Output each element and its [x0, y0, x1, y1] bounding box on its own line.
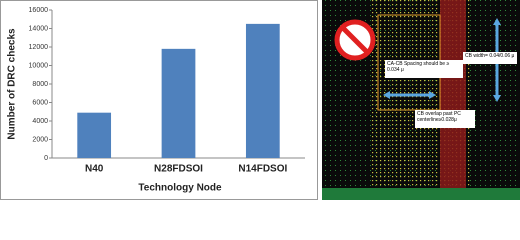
note-box: CB overlap past PC centerline≥0.028μ: [415, 110, 475, 128]
x-axis-label: Technology Node: [138, 183, 222, 194]
x-tick-label: N28FDSOI: [154, 164, 203, 175]
note-box: CA-CB Spacing should be ≥ 0.034 μ: [385, 60, 463, 78]
note-box: CB width= 0.04/0.06 μ: [463, 52, 517, 64]
arrow-head: [493, 18, 501, 25]
page: Number of DRC checks Technology Node 0 20…: [0, 0, 520, 200]
bar: [77, 112, 112, 158]
y-tick-label: 6000: [32, 99, 48, 106]
note-spacing: CA-CB Spacing should be ≥ 0.034 μ: [385, 60, 463, 78]
x-tick-label: N14FDSOI: [238, 164, 287, 175]
bar: [161, 48, 196, 158]
y-tick-label: 12000: [29, 44, 49, 51]
arrow-head: [429, 91, 436, 99]
y-tick-label: 16000: [29, 7, 49, 14]
plot: 0 2000 4000 6000 8000 10000 12000 14000 16000 N40…: [29, 7, 305, 175]
arrow-head: [383, 91, 390, 99]
bar: [245, 23, 280, 158]
note-overlap: CB overlap past PC centerline≥0.028μ: [415, 110, 475, 128]
y-tick-label: 4000: [32, 118, 48, 125]
y-tick-label: 2000: [32, 136, 48, 143]
y-tick-label: 8000: [32, 81, 48, 88]
layout-screenshot: CA-CB Spacing should be ≥ 0.034 μ CB wid…: [322, 0, 520, 200]
y-axis-label: Number of DRC checks: [7, 28, 18, 140]
green-strip: [322, 188, 520, 200]
no-sign-bar: [341, 26, 369, 54]
red-band: [440, 0, 466, 188]
arrow-head: [493, 95, 501, 102]
y-tick-label: 0: [44, 155, 48, 162]
note-width: CB width= 0.04/0.06 μ: [463, 52, 517, 64]
y-tick-label: 10000: [29, 62, 49, 69]
x-tick-label: N40: [85, 164, 104, 175]
y-tick-label: 14000: [29, 25, 49, 32]
